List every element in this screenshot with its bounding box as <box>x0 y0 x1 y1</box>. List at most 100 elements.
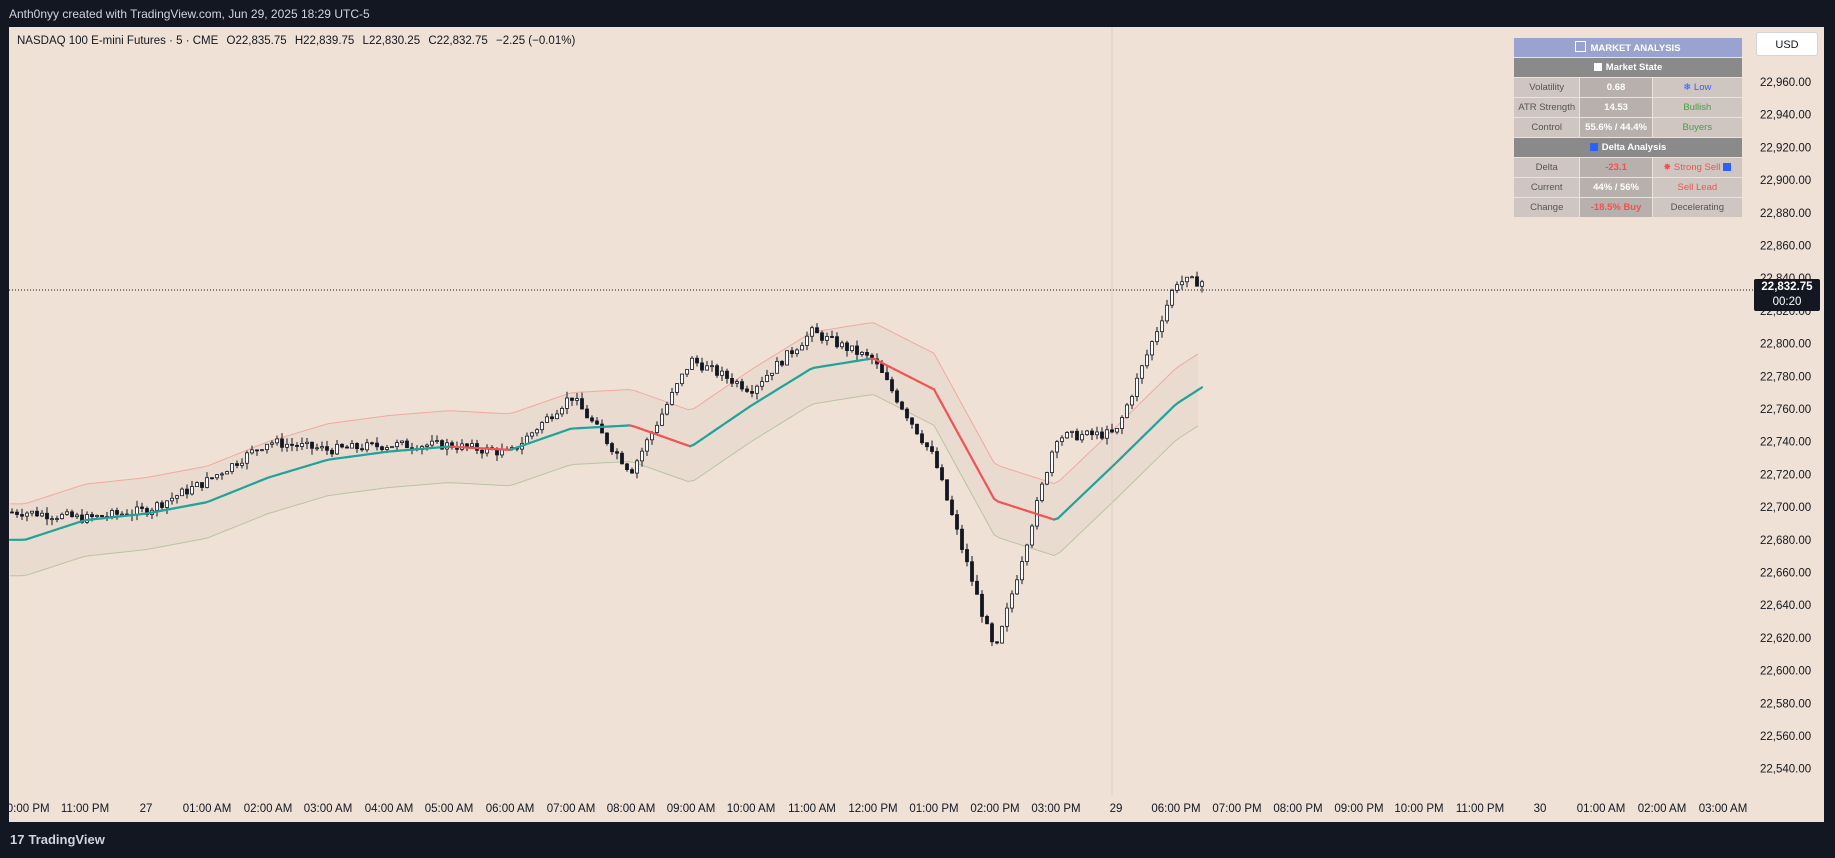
x-tick-label: 05:00 AM <box>425 803 474 815</box>
candle-body <box>745 388 749 392</box>
candle-body <box>885 372 889 381</box>
candle-body <box>680 373 684 385</box>
tradingview-logo[interactable]: 17 TradingView <box>10 832 105 847</box>
candle-body <box>970 561 974 582</box>
candle-body <box>210 477 214 480</box>
candle-body <box>1085 430 1089 436</box>
y-tick-label: 22,740.00 <box>1760 437 1811 449</box>
y-tick-label: 22,660.00 <box>1760 568 1811 580</box>
panel-row-control: Control 55.6% / 44.4% Buyers <box>1512 117 1744 138</box>
candle-body <box>215 474 219 479</box>
candle-body <box>925 442 929 448</box>
candle-body <box>535 429 539 434</box>
market-state-header: Market State <box>1513 57 1743 78</box>
symbol-label[interactable]: NASDAQ 100 E-mini Futures · 5 · CME <box>17 35 219 47</box>
candle-body <box>1135 377 1139 397</box>
candle-body <box>240 462 244 466</box>
candle-body <box>620 452 624 465</box>
candle-body <box>670 392 674 405</box>
candle-body <box>475 443 479 451</box>
candle-body <box>625 463 629 471</box>
candle-body <box>1150 341 1154 356</box>
candle-body <box>845 342 849 351</box>
candle-body <box>600 423 604 434</box>
x-tick-label: 02:00 AM <box>1638 803 1687 815</box>
candle-body <box>340 443 344 448</box>
candle-body <box>360 448 364 451</box>
candle-body <box>940 467 944 481</box>
candle-body <box>720 370 724 376</box>
candle-body <box>320 446 324 449</box>
candle-body <box>540 422 544 431</box>
y-tick-label: 22,860.00 <box>1760 241 1811 253</box>
candle-body <box>45 512 49 520</box>
moving-average-segment <box>940 402 948 413</box>
candle-body <box>180 488 184 497</box>
candle-body <box>1075 430 1079 441</box>
candle-body <box>705 365 709 371</box>
candle-body <box>690 357 694 370</box>
candle-body <box>565 397 569 409</box>
candle-body <box>895 390 899 403</box>
y-tick-label: 22,640.00 <box>1760 600 1811 612</box>
candle-body <box>1130 396 1134 406</box>
candle-body <box>995 641 999 644</box>
moving-average-segment <box>932 388 940 398</box>
candle-body <box>555 413 559 420</box>
candle-body <box>380 446 384 451</box>
candle-body <box>985 616 989 625</box>
candle-body <box>65 511 69 515</box>
moving-average-segment <box>972 461 980 471</box>
candle-body <box>785 350 789 366</box>
candle-body <box>310 441 314 449</box>
x-tick-label: 04:00 AM <box>365 803 414 815</box>
candle-body <box>965 549 969 563</box>
candle-body <box>1155 331 1159 343</box>
panel-row-change: Change -18.5% Buy Decelerating <box>1512 197 1744 218</box>
candle-body <box>915 423 919 435</box>
candle-body <box>275 438 279 444</box>
last-price-tag: 22,832.75 00:20 <box>1754 279 1820 311</box>
candle-body <box>1175 284 1179 291</box>
currency-selector[interactable]: USD <box>1756 32 1818 56</box>
open-label: O <box>226 35 236 47</box>
candle-body <box>185 488 189 495</box>
x-tick-label: 02:00 AM <box>244 803 293 815</box>
x-tick-label: 10:00 AM <box>727 803 776 815</box>
candle-body <box>960 528 964 550</box>
candle-body <box>1115 428 1119 433</box>
candle-body <box>655 424 659 433</box>
candle-body <box>730 378 734 384</box>
candle-body <box>900 401 904 410</box>
attribution-text: Anth0nyy created with TradingView.com, J… <box>9 7 370 21</box>
candle-body <box>800 345 804 351</box>
candle-body <box>955 514 959 530</box>
candle-body <box>930 446 934 452</box>
candle-body <box>765 374 769 383</box>
candle-body <box>90 514 94 517</box>
x-tick-label: 09:00 AM <box>667 803 716 815</box>
candle-body <box>1095 431 1099 436</box>
candle-body <box>95 515 99 517</box>
candle-body <box>740 381 744 390</box>
candle-body <box>1000 625 1004 644</box>
candle-body <box>835 336 839 348</box>
candle-body <box>805 335 809 346</box>
candle-body <box>560 408 564 415</box>
candle-body <box>40 512 44 517</box>
y-tick-label: 22,800.00 <box>1760 339 1811 351</box>
candle-body <box>295 444 299 447</box>
candle-body <box>250 449 254 454</box>
candle-body <box>115 510 119 515</box>
candle-body <box>1120 417 1124 429</box>
candle-body <box>820 332 824 341</box>
candle-body <box>430 440 434 446</box>
candle-body <box>660 413 664 426</box>
moving-average-segment <box>980 475 988 486</box>
lower-band-line <box>10 394 1199 577</box>
candle-body <box>725 370 729 379</box>
x-tick-label: 30 <box>1534 803 1547 815</box>
x-tick-label: 09:00 PM <box>1334 803 1383 815</box>
moving-average-segment <box>988 490 996 500</box>
